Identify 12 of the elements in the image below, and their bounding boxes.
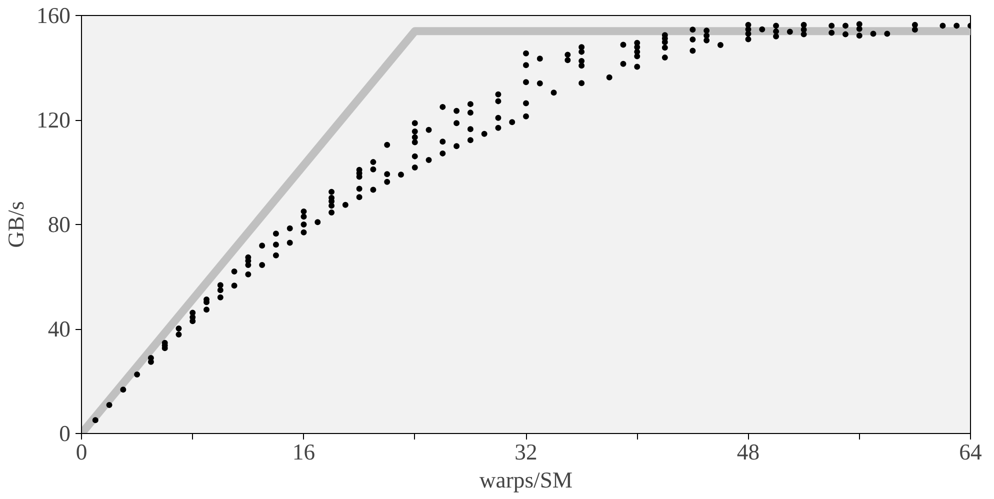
y-tick-label: 40: [48, 316, 70, 342]
x-tick-label: 16: [292, 440, 316, 464]
y-tick-label: 120: [36, 108, 70, 132]
y-tick-label: 80: [48, 212, 70, 237]
y-axis-title: GB/s: [4, 201, 29, 248]
x-tick-label: 32: [514, 440, 538, 464]
y-tick-label: 0: [59, 421, 70, 446]
x-tick-label: 48: [736, 440, 760, 464]
y-tick-label: 160: [36, 3, 70, 28]
x-axis-title: warps/SM: [479, 468, 573, 492]
x-tick-label: 64: [959, 440, 982, 464]
x-tick-label: 0: [76, 440, 88, 464]
